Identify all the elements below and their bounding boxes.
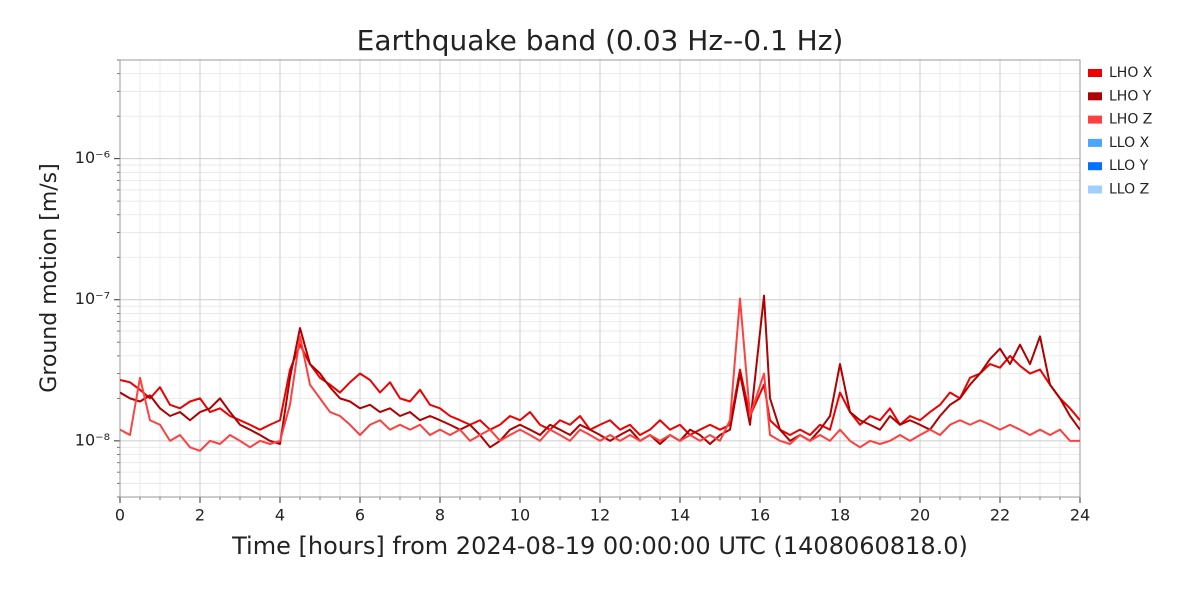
legend-swatch: [1088, 92, 1102, 101]
series-line: [120, 294, 1080, 449]
series-line: [120, 297, 1080, 452]
legend-swatch: [1088, 162, 1102, 171]
plot-frame: [119, 59, 1081, 498]
legend-label: LLO Z: [1109, 182, 1149, 198]
y-axis-label: Ground motion [m/s]: [37, 163, 62, 392]
series-line: [120, 343, 1080, 437]
legend-label: LLO X: [1109, 135, 1150, 151]
x-tick-label: 2: [195, 506, 205, 525]
x-tick-label: 0: [115, 506, 125, 525]
legend-label: LHO Y: [1109, 88, 1152, 104]
x-tick-label: 22: [990, 506, 1010, 525]
legend-label: LLO Y: [1109, 158, 1149, 174]
x-tick-label: 16: [750, 506, 770, 525]
legend-swatch: [1088, 185, 1102, 194]
x-tick-label: 8: [435, 506, 445, 525]
x-axis-label: Time [hours] from 2024-08-19 00:00:00 UT…: [231, 532, 968, 560]
y-tick-label: 10⁻⁶: [75, 148, 110, 167]
y-tick-label: 10⁻⁸: [75, 430, 110, 449]
x-tick-label: 6: [355, 506, 365, 525]
chart-title: Earthquake band (0.03 Hz--0.1 Hz): [357, 24, 844, 57]
x-tick-label: 10: [510, 506, 530, 525]
x-tick-label: 24: [1070, 506, 1090, 525]
x-tick-label: 18: [830, 506, 850, 525]
x-tick-label: 4: [275, 506, 285, 525]
x-tick-label: 14: [670, 506, 690, 525]
legend-swatch: [1088, 138, 1102, 147]
y-tick-label: 10⁻⁷: [75, 289, 110, 308]
legend-label: LHO Z: [1109, 112, 1152, 128]
legend-label: LHO X: [1109, 65, 1153, 81]
legend-swatch: [1088, 69, 1102, 77]
x-tick-label: 20: [910, 506, 930, 525]
legend-swatch: [1088, 115, 1102, 124]
x-tick-label: 12: [590, 506, 610, 525]
